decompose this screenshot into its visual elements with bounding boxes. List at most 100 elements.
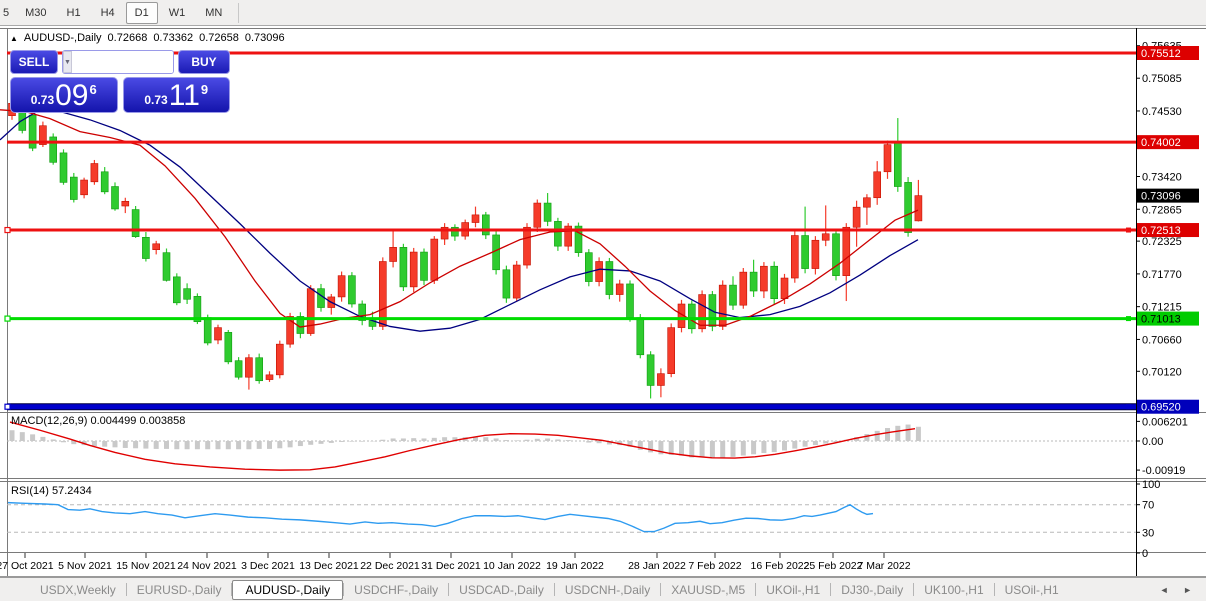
tab-separator	[448, 583, 450, 596]
tab-separator	[830, 583, 832, 596]
volume-decrease-icon[interactable]: ▼	[63, 51, 72, 73]
symbol-tab-usdchf-daily[interactable]: USDCHF-,Daily	[354, 582, 439, 597]
timeframe-button-5[interactable]: 5	[3, 6, 10, 19]
svg-text:27 Oct 2021: 27 Oct 2021	[0, 560, 54, 572]
symbol-tabbar: USDX,Weekly EURUSD-,Daily AUDUSD-,Daily USD…	[0, 577, 1206, 601]
timeframe-button-w1[interactable]: W1	[168, 6, 186, 19]
tab-separator	[125, 583, 127, 596]
svg-text:0: 0	[1142, 548, 1148, 560]
timeframe-button-mn[interactable]: MN	[205, 6, 223, 19]
tab-separator	[755, 583, 757, 596]
svg-text:0.71770: 0.71770	[1142, 269, 1182, 281]
macd-value: 0.004499	[90, 415, 137, 427]
svg-text:0.71215: 0.71215	[1142, 302, 1182, 314]
svg-text:0.006201: 0.006201	[1142, 416, 1188, 428]
rsi-layer	[7, 501, 874, 533]
svg-text:70: 70	[1142, 500, 1154, 512]
moving-averages-layer	[0, 109, 919, 332]
symbol-tab-usdcad-daily[interactable]: USDCAD-,Daily	[459, 582, 544, 597]
buy-button[interactable]: BUY	[178, 50, 230, 74]
price-level-badge	[1137, 46, 1199, 60]
line-handle	[1126, 227, 1131, 233]
svg-text:0.73420: 0.73420	[1142, 171, 1182, 183]
sell-price-sup: 6	[89, 82, 97, 97]
svg-text:24 Nov 2021: 24 Nov 2021	[177, 560, 237, 572]
symbol-tab-dj30-daily[interactable]: DJ30-,Daily	[841, 582, 904, 597]
rsi-indicator-label: RSI(14) 57.2434	[11, 485, 92, 497]
line-handle	[1126, 404, 1131, 410]
line-handle	[4, 315, 11, 322]
timeframe-button-d1[interactable]: D1	[125, 1, 158, 24]
price-level-badge	[1137, 399, 1199, 414]
symbol-tab-xauusd-m5[interactable]: XAUUSD-,M5	[671, 582, 746, 597]
ohlc-open: 0.72668	[107, 32, 148, 44]
horizontal-levels-layer[interactable]	[4, 51, 1136, 411]
one-click-trading-panel: SELL ▼ ▲ BUY 0.73 09 6 0.73 11 9	[10, 50, 230, 113]
ohlc-close: 0.73096	[244, 32, 285, 44]
svg-text:0.72865: 0.72865	[1142, 204, 1182, 216]
svg-text:7 Mar 2022: 7 Mar 2022	[857, 560, 910, 572]
svg-text:7 Feb 2022: 7 Feb 2022	[688, 560, 741, 572]
tab-separator	[660, 583, 662, 596]
timeframe-button-h1[interactable]: H1	[66, 6, 81, 19]
price-level-badge	[1137, 135, 1199, 150]
buy-price-big: 11	[168, 79, 200, 112]
price-level-badge	[1137, 223, 1199, 238]
sell-price-box[interactable]: 0.73 09 6	[10, 77, 118, 113]
svg-text:0.72325: 0.72325	[1142, 236, 1182, 248]
svg-text:5 Nov 2021: 5 Nov 2021	[58, 560, 112, 572]
svg-text:0.74530: 0.74530	[1142, 106, 1182, 118]
chart-symbol-label: AUDUSD-,Daily	[23, 32, 102, 44]
symbol-tab-ukoil-h1[interactable]: UKOil-,H1	[766, 582, 821, 597]
svg-text:15 Nov 2021: 15 Nov 2021	[116, 560, 176, 572]
symbol-tab-eurusd-daily[interactable]: EURUSD-,Daily	[136, 582, 222, 597]
line-handle	[4, 403, 11, 410]
svg-text:100: 100	[1142, 479, 1160, 491]
svg-text:0.72513: 0.72513	[1141, 225, 1181, 237]
tab-separator	[231, 583, 233, 596]
buy-price-box[interactable]: 0.73 11 9	[122, 77, 230, 113]
svg-text:19 Jan 2022: 19 Jan 2022	[546, 560, 604, 572]
svg-text:0.70660: 0.70660	[1142, 334, 1182, 346]
candles-layer	[8, 99, 923, 399]
symbol-tab-uk100-h1[interactable]: UK100-,H1	[924, 582, 984, 597]
price-level-badge	[1137, 311, 1199, 326]
date-axis: 27 Oct 2021 5 Nov 2021 15 Nov 2021 24 Nov 2…	[0, 553, 911, 572]
tab-scroll-arrows[interactable]: ◄ ►	[1159, 584, 1198, 595]
svg-text:22 Dec 2021: 22 Dec 2021	[360, 560, 420, 572]
timeframe-toolbar: 5 M30 H1 H4 D1 W1 MN	[0, 0, 1206, 26]
indicator-guide-lines	[7, 440, 1136, 533]
tab-separator	[993, 583, 995, 596]
symbol-tab-audusd-daily[interactable]: AUDUSD-,Daily	[232, 579, 344, 600]
volume-input[interactable]	[71, 51, 173, 73]
timeframe-button-m30[interactable]: M30	[25, 6, 47, 19]
svg-text:0.00: 0.00	[1142, 436, 1163, 448]
collapse-triangle-icon[interactable]: ▲	[10, 33, 18, 43]
line-handle	[1126, 316, 1131, 322]
symbol-tab-usdcnh-daily[interactable]: USDCNH-,Daily	[564, 582, 651, 597]
macd-signal-value: 0.003858	[139, 415, 186, 427]
svg-text:30: 30	[1142, 527, 1154, 539]
svg-text:3 Dec 2021: 3 Dec 2021	[241, 560, 295, 572]
svg-text:0.75085: 0.75085	[1142, 73, 1182, 85]
line-handle	[4, 226, 11, 234]
sell-price-big: 09	[55, 79, 89, 112]
svg-text:0.73096: 0.73096	[1141, 191, 1181, 203]
timeframe-button-h4[interactable]: H4	[100, 6, 115, 19]
panel-borders	[0, 28, 1206, 577]
symbol-tab-usoil-h1[interactable]: USOil-,H1	[1004, 582, 1059, 597]
buy-price-small: 0.73	[144, 93, 168, 107]
sell-button[interactable]: SELL	[10, 50, 58, 74]
svg-text:10 Jan 2022: 10 Jan 2022	[483, 560, 541, 572]
svg-text:13 Dec 2021: 13 Dec 2021	[299, 560, 359, 572]
tab-separator	[913, 583, 915, 596]
rsi-value: 57.2434	[51, 485, 92, 497]
buy-price-sup: 9	[200, 82, 209, 97]
ohlc-low: 0.72658	[199, 32, 239, 44]
svg-text:31 Dec 2021: 31 Dec 2021	[421, 560, 481, 572]
symbol-tab-usdx-weekly[interactable]: USDX,Weekly	[40, 582, 116, 597]
chart-title: ▲ AUDUSD-,Daily 0.72668 0.73362 0.72658 …	[10, 32, 285, 44]
svg-text:16 Feb 2022: 16 Feb 2022	[751, 560, 810, 572]
